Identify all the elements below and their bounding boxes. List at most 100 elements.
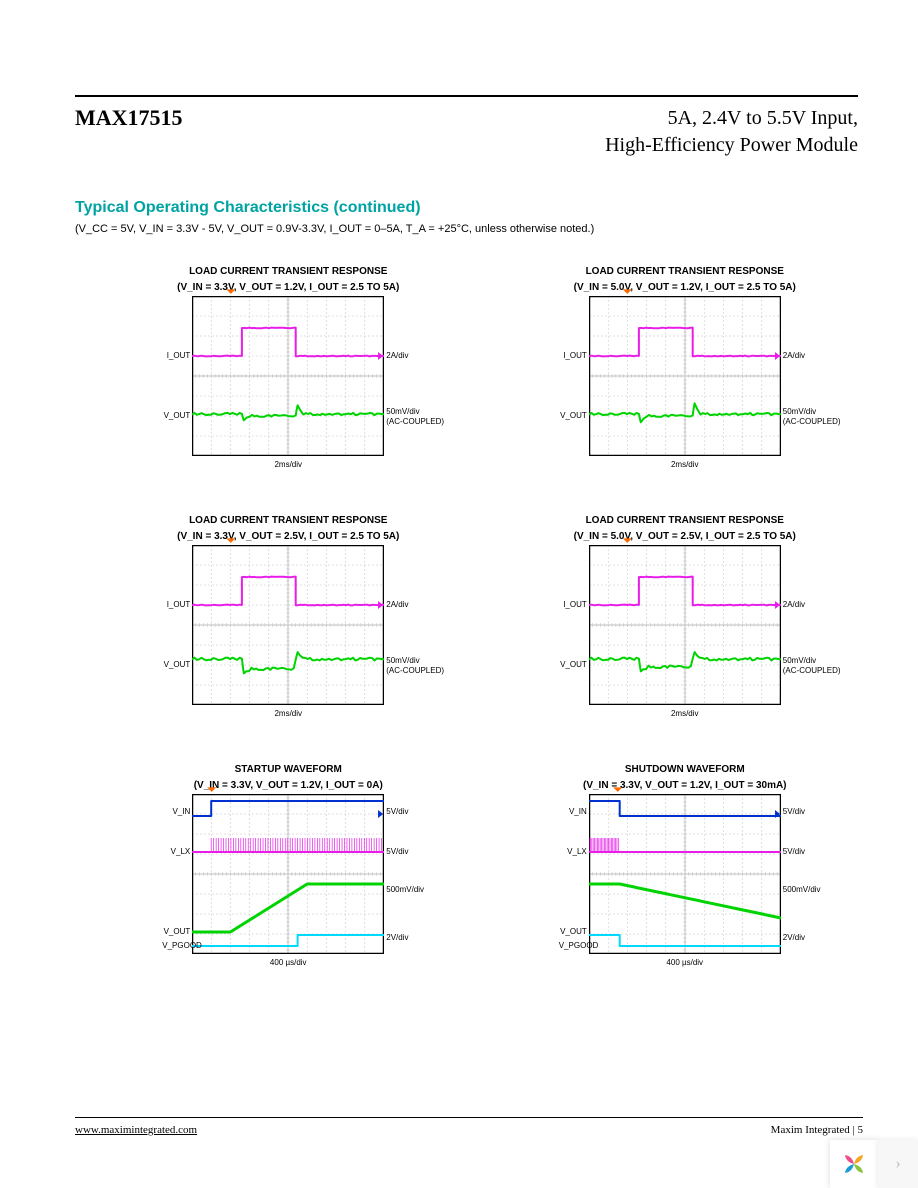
x-axis-label: 2ms/div (125, 460, 452, 469)
scope-svg (192, 545, 384, 705)
right-label: 2A/div (783, 600, 805, 609)
right-labels: 5V/div 5V/div 500mV/div 2V/div (386, 794, 450, 954)
brand-logo-icon[interactable] (830, 1140, 878, 1188)
right-labels: 2A/div 50mV/div(AC-COUPLED) (386, 296, 450, 456)
y-label: V_PGOOD (559, 941, 587, 950)
right-labels: 2A/div 50mV/div(AC-COUPLED) (783, 296, 847, 456)
scope-svg (192, 794, 384, 954)
trigger-marker-icon: ⏷ (623, 286, 632, 299)
x-axis-label: 2ms/div (522, 709, 849, 718)
part-number: MAX17515 (75, 105, 183, 131)
scope-svg (589, 545, 781, 705)
chart-block: LOAD CURRENT TRANSIENT RESPONSE (V_IN = 5… (522, 514, 849, 718)
trigger-marker-icon: ⏷ (614, 784, 623, 797)
x-axis-label: 400 µs/div (522, 958, 849, 967)
right-label: 2A/div (783, 351, 805, 360)
y-label: V_IN (559, 807, 587, 816)
scope-svg (192, 296, 384, 456)
chart-block: LOAD CURRENT TRANSIENT RESPONSE (V_IN = 3… (125, 265, 452, 469)
chart-block: LOAD CURRENT TRANSIENT RESPONSE (V_IN = 3… (125, 514, 452, 718)
chart-title: LOAD CURRENT TRANSIENT RESPONSE (125, 514, 452, 527)
page: MAX17515 5A, 2.4V to 5.5V Input, High-Ef… (75, 95, 858, 1138)
right-labels: 2A/div 50mV/div(AC-COUPLED) (386, 545, 450, 705)
y-label: I_OUT (559, 600, 587, 609)
next-page-button[interactable]: › (878, 1140, 918, 1188)
y-label: I_OUT (559, 351, 587, 360)
right-label: 2A/div (386, 600, 408, 609)
chart-block: STARTUP WAVEFORM (V_IN = 3.3V, V_OUT = 1.… (125, 763, 452, 967)
y-label: V_OUT (559, 411, 587, 420)
y-label: V_PGOOD (162, 941, 190, 950)
chart-wrap: V_INV_LXV_OUTV_PGOOD5V/div5V/div500mV/di… (589, 794, 781, 954)
right-label: 5V/div (386, 807, 408, 816)
y-axis-labels: I_OUT V_OUT (559, 545, 587, 705)
right-label: (AC-COUPLED) (386, 666, 444, 675)
y-label: V_OUT (162, 660, 190, 669)
chart-block: SHUTDOWN WAVEFORM(V_IN = 3.3V, V_OUT = 1… (522, 763, 849, 967)
x-axis-label: 2ms/div (125, 709, 452, 718)
right-label: (AC-COUPLED) (386, 417, 444, 426)
scope-svg (589, 296, 781, 456)
y-axis-labels: I_OUT V_OUT (162, 545, 190, 705)
x-axis-label: 400 µs/div (125, 958, 452, 967)
y-label: V_OUT (559, 927, 587, 936)
trigger-marker-icon: ⏷ (227, 286, 236, 299)
chart-title: LOAD CURRENT TRANSIENT RESPONSE (522, 514, 849, 527)
y-axis-labels: I_OUT V_OUT (559, 296, 587, 456)
right-label: 2V/div (783, 933, 805, 942)
scope-svg (589, 794, 781, 954)
y-axis-labels: I_OUTV_OUT (162, 296, 190, 456)
product-title-l2: High-Efficiency Power Module (605, 132, 858, 159)
y-label: V_OUT (162, 411, 190, 420)
right-label: (AC-COUPLED) (783, 666, 841, 675)
top-rule (75, 95, 858, 97)
right-label: (AC-COUPLED) (783, 417, 841, 426)
right-label: 2V/div (386, 933, 408, 942)
product-title-l1: 5A, 2.4V to 5.5V Input, (605, 105, 858, 132)
right-label: 500mV/div (386, 885, 424, 894)
right-label: 5V/div (386, 847, 408, 856)
chart-subtitle: (V_IN = 3.3V, V_OUT = 1.2V, I_OUT = 2.5 … (125, 282, 452, 293)
y-axis-labels: V_INV_LXV_OUTV_PGOOD (559, 794, 587, 954)
chart-subtitle: (V_IN = 5.0V, V_OUT = 1.2V, I_OUT = 2.5 … (522, 282, 849, 293)
chart-title: LOAD CURRENT TRANSIENT RESPONSE (522, 265, 849, 278)
right-label: 50mV/div (783, 656, 816, 665)
y-label: V_OUT (559, 660, 587, 669)
chart-block: LOAD CURRENT TRANSIENT RESPONSE (V_IN = 5… (522, 265, 849, 469)
right-label: 50mV/div (386, 407, 419, 416)
trigger-marker-icon: ⏷ (623, 535, 632, 548)
right-label: 2A/div (386, 351, 408, 360)
chart-wrap: V_INV_LXV_OUTV_PGOOD5V/div5V/div500mV/di… (192, 794, 384, 954)
footer-url[interactable]: www.maximintegrated.com (75, 1124, 197, 1136)
chart-wrap: I_OUTV_OUT2A/div50mV/div(AC-COUPLED)⏷ (192, 296, 384, 456)
right-label: 500mV/div (783, 885, 821, 894)
fab-group: › (830, 1140, 918, 1188)
conditions: (V_CC = 5V, V_IN = 3.3V - 5V, V_OUT = 0.… (75, 223, 858, 235)
right-label: 50mV/div (386, 656, 419, 665)
right-labels: 2A/div 50mV/div(AC-COUPLED) (783, 545, 847, 705)
product-title: 5A, 2.4V to 5.5V Input, High-Efficiency … (605, 105, 858, 159)
chart-wrap: I_OUTV_OUT2A/div50mV/div(AC-COUPLED)⏷ (589, 545, 781, 705)
right-label: 5V/div (783, 807, 805, 816)
right-labels: 5V/div 5V/div 500mV/div 2V/div (783, 794, 847, 954)
footer-right: Maxim Integrated | 5 (771, 1124, 863, 1136)
x-axis-label: 2ms/div (522, 460, 849, 469)
chart-subtitle: (V_IN = 3.3V, V_OUT = 2.5V, I_OUT = 2.5 … (125, 531, 452, 542)
header-row: MAX17515 5A, 2.4V to 5.5V Input, High-Ef… (75, 105, 858, 159)
chevron-right-icon: › (895, 1155, 900, 1173)
chart-wrap: I_OUTV_OUT2A/div50mV/div(AC-COUPLED)⏷ (192, 545, 384, 705)
chart-subtitle: (V_IN = 3.3V, V_OUT = 1.2V, I_OUT = 30mA… (522, 780, 849, 791)
charts-grid: LOAD CURRENT TRANSIENT RESPONSE (V_IN = 3… (75, 265, 858, 967)
right-label: 50mV/div (783, 407, 816, 416)
y-axis-labels: V_INV_LXV_OUTV_PGOOD (162, 794, 190, 954)
y-label: I_OUT (162, 600, 190, 609)
chart-subtitle: (V_IN = 3.3V, V_OUT = 1.2V, I_OUT = 0A) (125, 780, 452, 791)
right-label: 5V/div (783, 847, 805, 856)
chart-subtitle: (V_IN = 5.0V, V_OUT = 2.5V, I_OUT = 2.5 … (522, 531, 849, 542)
footer: www.maximintegrated.com Maxim Integrated… (75, 1117, 863, 1136)
section-title: Typical Operating Characteristics (conti… (75, 199, 858, 217)
y-label: V_LX (162, 847, 190, 856)
y-label: V_OUT (162, 927, 190, 936)
chart-title: LOAD CURRENT TRANSIENT RESPONSE (125, 265, 452, 278)
chart-title: STARTUP WAVEFORM (125, 763, 452, 776)
